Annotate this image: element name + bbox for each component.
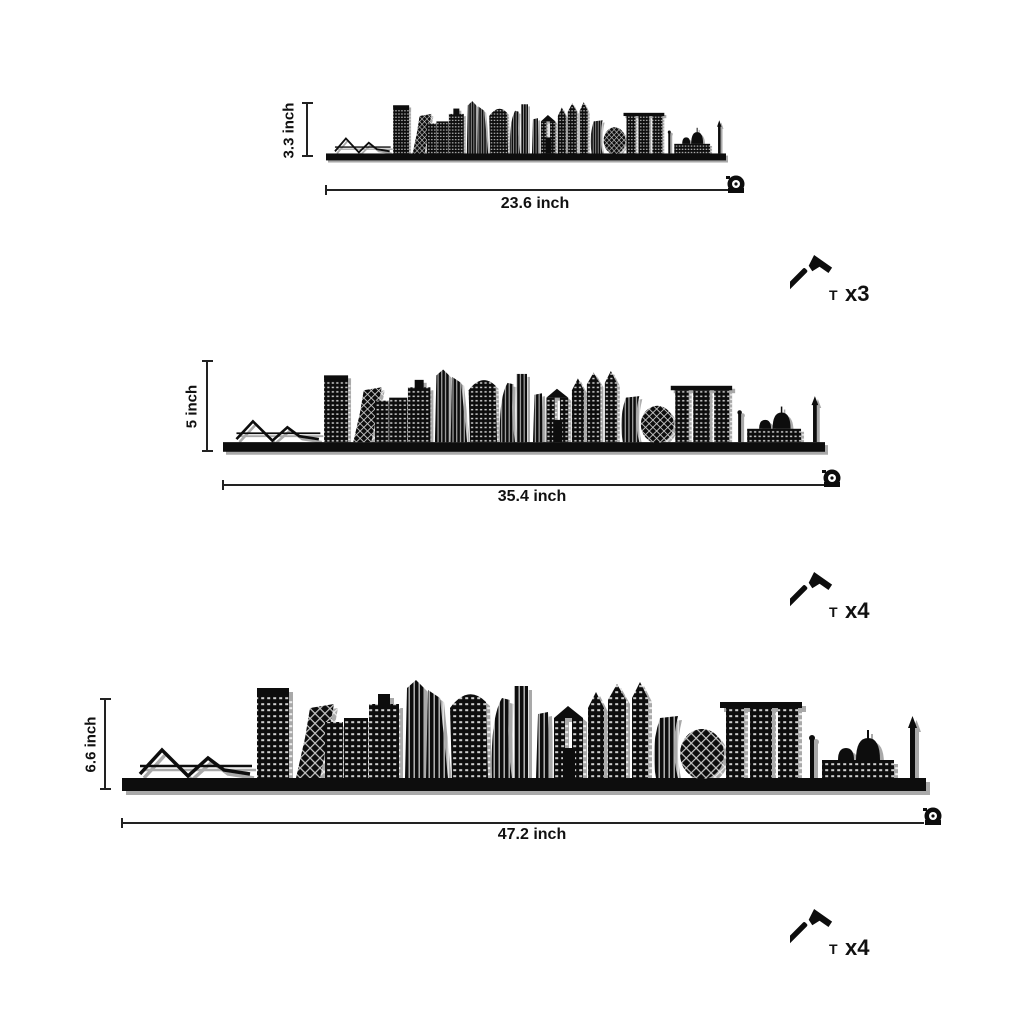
tape-measure-icon bbox=[923, 807, 942, 825]
height-label: 5 inch bbox=[183, 384, 201, 429]
width-dimension-line bbox=[222, 480, 825, 490]
hammer-icon bbox=[790, 572, 833, 614]
height-dimension-line bbox=[100, 698, 111, 790]
width-label: 47.2 inch bbox=[497, 826, 567, 843]
tape-measure-icon bbox=[726, 175, 745, 193]
mounting-hardware: T x4 bbox=[790, 909, 890, 960]
nail-icon: T bbox=[829, 941, 838, 957]
nail-count: x4 bbox=[845, 935, 870, 960]
skyline-silhouette bbox=[221, 368, 830, 457]
width-label: 23.6 inch bbox=[500, 195, 570, 212]
mounting-hardware: T x3 bbox=[790, 255, 890, 306]
height-label: 6.6 inch bbox=[82, 716, 100, 773]
skyline-silhouette bbox=[120, 678, 932, 797]
nail-icon: T bbox=[829, 604, 838, 620]
mounting-hardware: T x4 bbox=[790, 572, 890, 623]
width-label: 35.4 inch bbox=[497, 488, 567, 505]
nail-count: x3 bbox=[845, 281, 870, 306]
width-dimension-line bbox=[121, 818, 924, 828]
hammer-icon bbox=[790, 255, 833, 297]
height-label: 3.3 inch bbox=[280, 102, 298, 159]
height-dimension-line bbox=[302, 102, 313, 157]
tape-measure-icon bbox=[822, 469, 841, 487]
hammer-icon bbox=[790, 909, 833, 951]
width-dimension-line bbox=[325, 185, 728, 195]
skyline-silhouette bbox=[325, 100, 729, 164]
height-dimension-line bbox=[202, 360, 213, 452]
nail-count: x4 bbox=[845, 598, 870, 623]
nail-icon: T bbox=[829, 287, 838, 303]
